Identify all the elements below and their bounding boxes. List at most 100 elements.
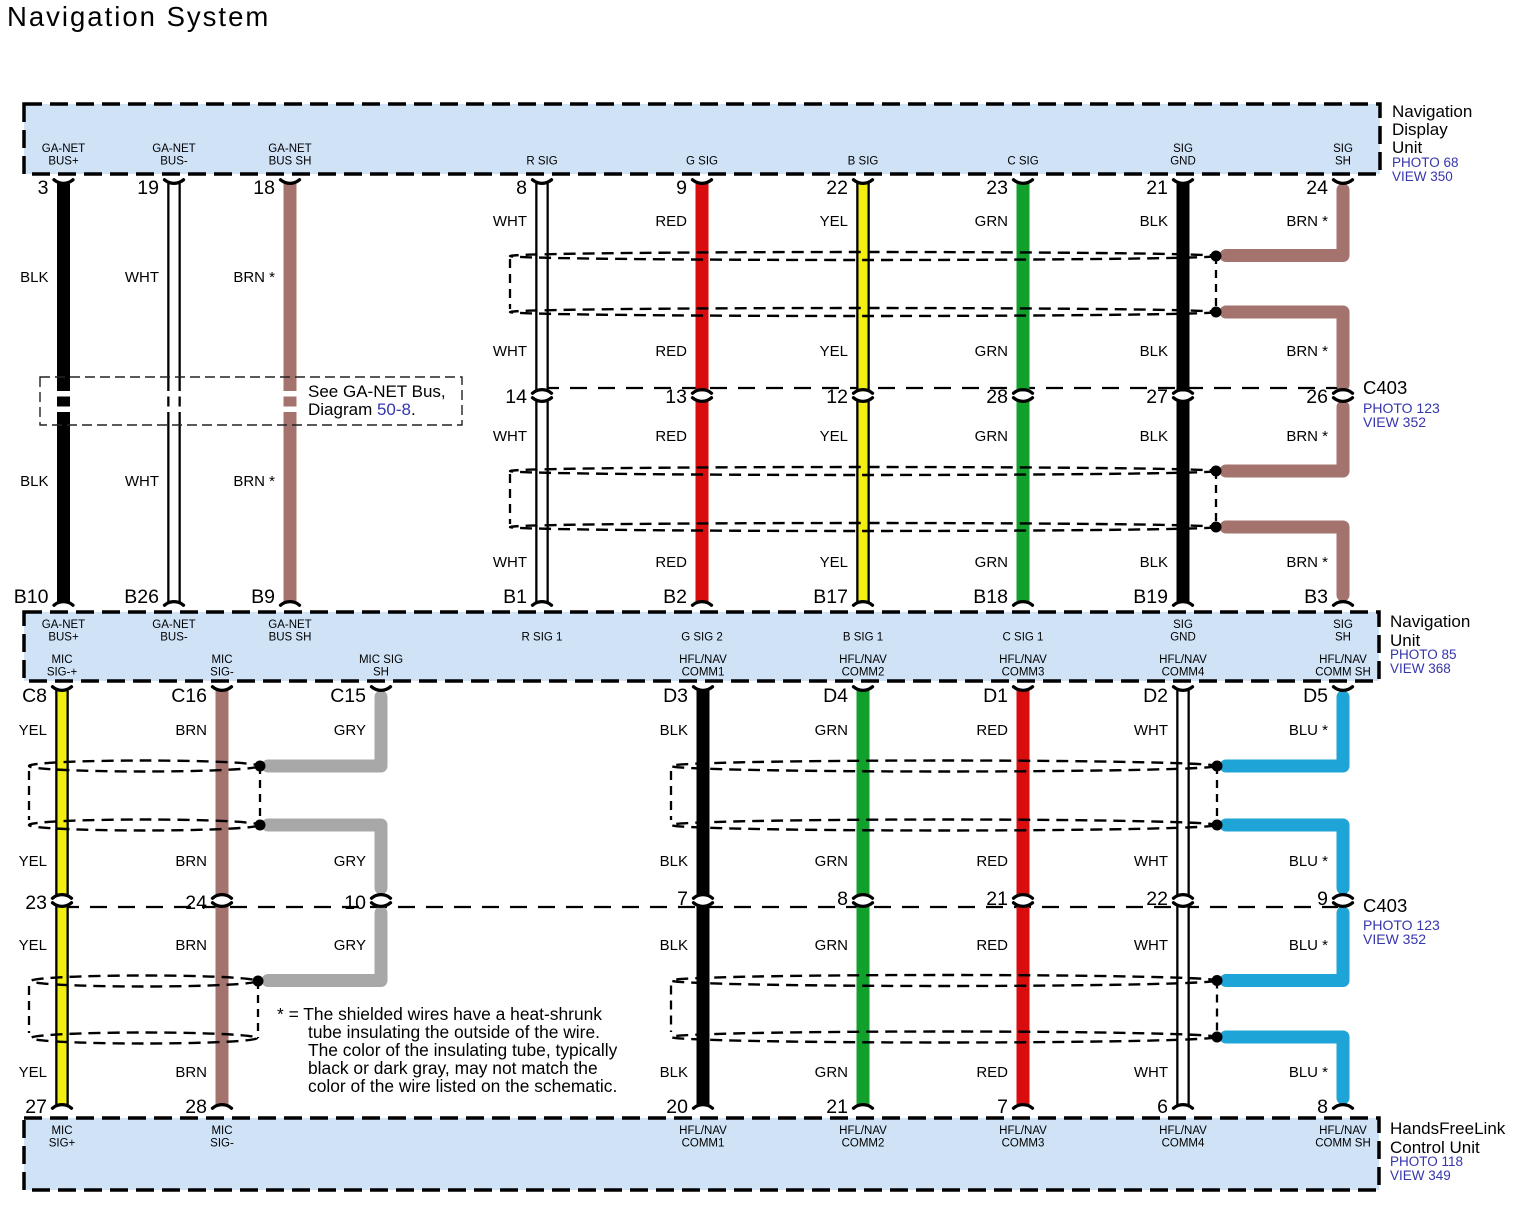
svg-text:BLU *: BLU *	[1289, 853, 1328, 870]
svg-text:HandsFreeLink: HandsFreeLink	[1390, 1119, 1506, 1138]
svg-text:SIG: SIG	[1333, 619, 1353, 631]
svg-text:SIG+: SIG+	[49, 1138, 76, 1150]
svg-text:SH: SH	[1335, 632, 1351, 644]
svg-text:8: 8	[516, 177, 527, 199]
svg-text:BRN: BRN	[175, 853, 207, 870]
svg-text:9: 9	[1317, 888, 1328, 910]
svg-text:VIEW 349: VIEW 349	[1390, 1168, 1451, 1183]
svg-text:B SIG: B SIG	[848, 156, 879, 168]
svg-text:* = The shielded wires have a: * = The shielded wires have a heat-shrun…	[277, 1004, 602, 1024]
svg-text:WHT: WHT	[125, 473, 159, 490]
svg-text:B1: B1	[503, 586, 527, 608]
svg-text:C403: C403	[1363, 377, 1407, 398]
svg-text:HFL/NAV: HFL/NAV	[999, 654, 1047, 666]
svg-text:D1: D1	[983, 685, 1008, 707]
svg-text:GA-NET: GA-NET	[268, 619, 311, 631]
svg-text:COMM2: COMM2	[842, 1138, 885, 1150]
svg-text:Control Unit: Control Unit	[1390, 1138, 1480, 1157]
svg-text:COMM2: COMM2	[842, 667, 885, 679]
svg-text:6: 6	[1157, 1096, 1168, 1118]
svg-text:RED: RED	[976, 853, 1008, 870]
svg-text:21: 21	[1146, 177, 1168, 199]
svg-text:GA-NET: GA-NET	[42, 143, 85, 155]
svg-text:D3: D3	[663, 685, 688, 707]
svg-text:GND: GND	[1170, 632, 1196, 644]
svg-text:GRY: GRY	[334, 853, 366, 870]
svg-text:BRN: BRN	[175, 937, 207, 954]
svg-text:BUS-: BUS-	[160, 156, 188, 168]
svg-text:GRN: GRN	[975, 554, 1008, 571]
svg-text:D2: D2	[1143, 685, 1168, 707]
svg-text:9: 9	[676, 177, 687, 199]
svg-text:B10: B10	[14, 586, 49, 608]
svg-text:B17: B17	[813, 586, 848, 608]
svg-text:SIG: SIG	[1173, 143, 1193, 155]
svg-text:HFL/NAV: HFL/NAV	[1319, 1125, 1367, 1137]
svg-text:7: 7	[677, 888, 688, 910]
svg-text:BLU *: BLU *	[1289, 722, 1328, 739]
svg-text:VIEW 350: VIEW 350	[1392, 169, 1453, 184]
svg-text:3: 3	[38, 177, 49, 199]
svg-text:B19: B19	[1133, 586, 1168, 608]
svg-text:R SIG 1: R SIG 1	[522, 632, 563, 644]
svg-text:COMM1: COMM1	[682, 1138, 725, 1150]
svg-text:GA-NET: GA-NET	[152, 143, 195, 155]
svg-text:BLK: BLK	[20, 269, 48, 286]
svg-text:RED: RED	[655, 428, 687, 445]
svg-text:BLK: BLK	[1140, 343, 1168, 360]
svg-text:MIC: MIC	[51, 654, 72, 666]
svg-text:WHT: WHT	[1134, 853, 1168, 870]
svg-text:BLK: BLK	[660, 1064, 688, 1081]
svg-text:COMM1: COMM1	[682, 667, 725, 679]
svg-text:21: 21	[986, 888, 1008, 910]
svg-text:7: 7	[997, 1096, 1008, 1118]
svg-text:black or dark gray, may not ma: black or dark gray, may not match the	[308, 1058, 598, 1078]
svg-text:VIEW 368: VIEW 368	[1390, 661, 1451, 676]
svg-text:GA-NET: GA-NET	[152, 619, 195, 631]
svg-text:SH: SH	[1335, 156, 1351, 168]
svg-text:Navigation System: Navigation System	[7, 1, 270, 32]
svg-text:10: 10	[344, 892, 366, 914]
svg-text:B SIG 1: B SIG 1	[843, 632, 883, 644]
svg-text:YEL: YEL	[19, 937, 47, 954]
svg-text:RED: RED	[655, 213, 687, 230]
svg-text:BLK: BLK	[660, 853, 688, 870]
svg-text:23: 23	[986, 177, 1008, 199]
svg-text:Diagram 50-8.: Diagram 50-8.	[308, 400, 416, 419]
svg-text:D4: D4	[823, 685, 848, 707]
svg-text:G SIG: G SIG	[686, 156, 718, 168]
svg-text:GND: GND	[1170, 156, 1196, 168]
svg-text:22: 22	[826, 177, 848, 199]
svg-text:B18: B18	[973, 586, 1008, 608]
svg-text:C8: C8	[22, 685, 47, 707]
svg-text:SIG: SIG	[1333, 143, 1353, 155]
svg-text:B2: B2	[663, 586, 687, 608]
svg-text:YEL: YEL	[19, 853, 47, 870]
svg-text:MIC: MIC	[211, 654, 232, 666]
svg-text:YEL: YEL	[820, 213, 848, 230]
svg-text:RED: RED	[655, 343, 687, 360]
svg-text:19: 19	[137, 177, 159, 199]
svg-text:SIG: SIG	[1173, 619, 1193, 631]
svg-text:BUS+: BUS+	[48, 632, 79, 644]
svg-text:BRN *: BRN *	[233, 473, 275, 490]
svg-text:B9: B9	[251, 586, 275, 608]
svg-text:YEL: YEL	[820, 428, 848, 445]
svg-text:GRY: GRY	[334, 722, 366, 739]
svg-text:RED: RED	[976, 722, 1008, 739]
svg-text:Display: Display	[1392, 120, 1448, 139]
svg-text:HFL/NAV: HFL/NAV	[679, 654, 727, 666]
svg-text:GRN: GRN	[975, 428, 1008, 445]
svg-text:YEL: YEL	[19, 722, 47, 739]
svg-text:28: 28	[185, 1096, 207, 1118]
svg-text:C SIG: C SIG	[1007, 156, 1038, 168]
svg-text:8: 8	[1317, 1096, 1328, 1118]
svg-text:PHOTO 85: PHOTO 85	[1390, 647, 1457, 662]
svg-text:R SIG: R SIG	[526, 156, 557, 168]
svg-text:HFL/NAV: HFL/NAV	[679, 1125, 727, 1137]
svg-text:24: 24	[1306, 177, 1328, 199]
svg-text:GRN: GRN	[815, 1064, 848, 1081]
svg-text:27: 27	[25, 1096, 47, 1118]
svg-text:HFL/NAV: HFL/NAV	[999, 1125, 1047, 1137]
svg-text:MIC SIG: MIC SIG	[359, 654, 403, 666]
